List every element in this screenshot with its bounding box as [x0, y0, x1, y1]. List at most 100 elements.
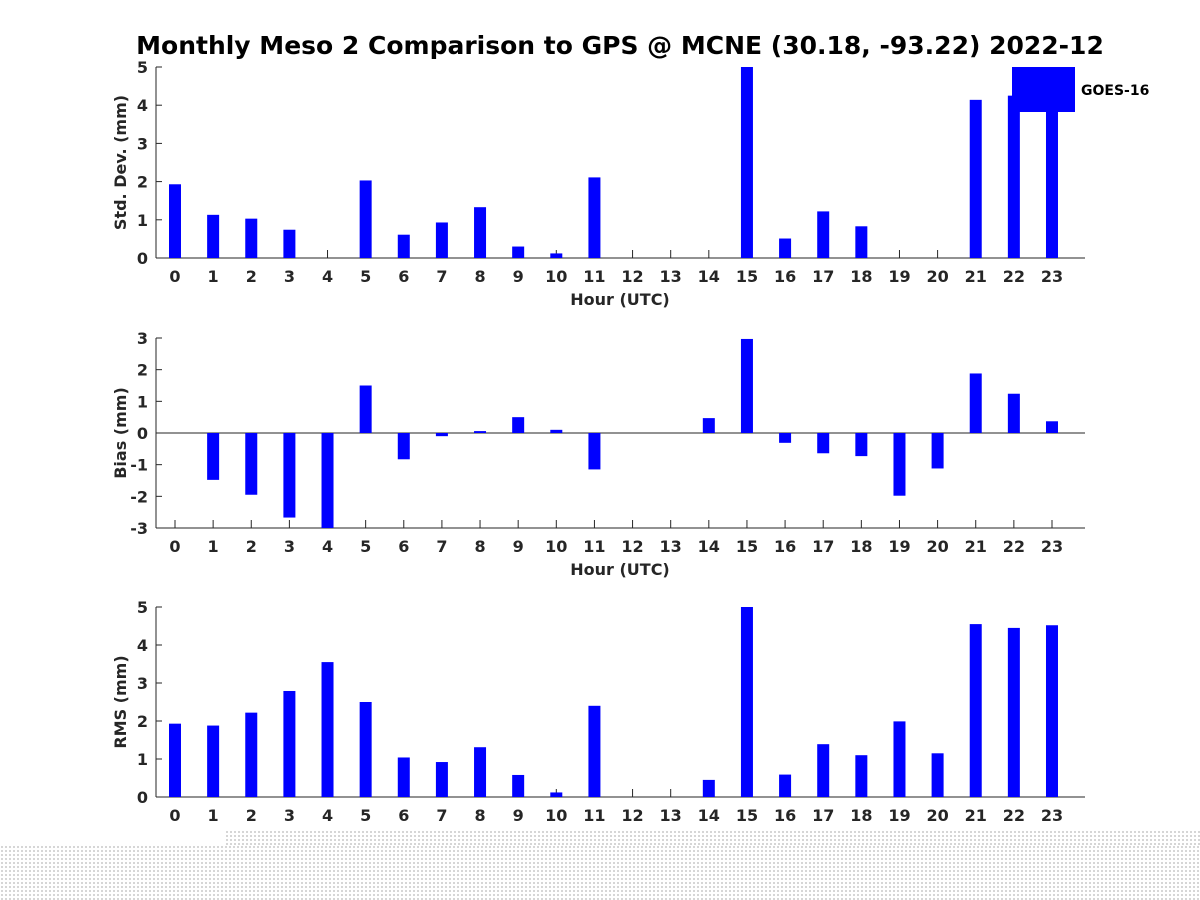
x-tick-label: 0 — [169, 267, 180, 286]
x-tick-label: 3 — [284, 806, 295, 825]
y-axis-label: Bias (mm) — [111, 387, 130, 479]
y-tick-label: 5 — [137, 58, 148, 77]
chart-title: Monthly Meso 2 Comparison to GPS @ MCNE … — [136, 31, 1104, 60]
x-tick-label: 7 — [436, 806, 447, 825]
y-tick-label: 3 — [137, 674, 148, 693]
y-tick-label: 0 — [137, 249, 148, 268]
bar-hour-4 — [321, 433, 334, 528]
x-tick-label: 13 — [660, 537, 682, 556]
legend: GOES-16 — [1012, 67, 1149, 112]
x-tick-label: 10 — [545, 267, 567, 286]
bar-hour-5 — [359, 385, 372, 433]
x-tick-label: 9 — [513, 806, 524, 825]
bar-hour-2 — [245, 712, 258, 797]
bar-hour-20 — [931, 753, 944, 797]
y-tick-label: 4 — [137, 96, 148, 115]
x-tick-label: 9 — [513, 537, 524, 556]
y-tick-label: 2 — [137, 173, 148, 192]
x-tick-label: 14 — [698, 806, 720, 825]
bar-hour-16 — [779, 238, 792, 258]
x-tick-label: 16 — [774, 267, 796, 286]
bar-hour-3 — [283, 229, 296, 258]
x-tick-label: 21 — [965, 537, 987, 556]
bar-hour-4 — [321, 662, 334, 797]
x-tick-label: 8 — [474, 537, 485, 556]
y-tick-label: 3 — [137, 134, 148, 153]
bar-hour-18 — [855, 755, 868, 797]
bar-hour-22 — [1007, 393, 1020, 433]
x-tick-label: 7 — [436, 267, 447, 286]
bar-hour-7 — [435, 762, 448, 797]
x-tick-label: 3 — [284, 537, 295, 556]
x-tick-label: 23 — [1041, 806, 1063, 825]
y-axis-label: RMS (mm) — [111, 655, 130, 748]
x-tick-label: 21 — [965, 806, 987, 825]
x-tick-label: 3 — [284, 267, 295, 286]
bar-hour-7 — [435, 433, 448, 437]
bar-hour-11 — [588, 705, 601, 797]
bar-hour-22 — [1007, 95, 1020, 259]
x-tick-label: 15 — [736, 537, 758, 556]
x-tick-label: 4 — [322, 806, 333, 825]
x-tick-label: 11 — [583, 806, 605, 825]
bar-hour-17 — [817, 433, 830, 454]
x-tick-label: 20 — [926, 806, 948, 825]
x-tick-label: 15 — [736, 806, 758, 825]
x-tick-label: 8 — [474, 267, 485, 286]
bar-hour-14 — [702, 779, 715, 797]
y-tick-label: 1 — [137, 392, 148, 411]
x-tick-label: 4 — [322, 537, 333, 556]
x-tick-label: 19 — [888, 806, 910, 825]
bar-hour-18 — [855, 433, 868, 457]
x-tick-label: 12 — [621, 806, 643, 825]
bar-hour-9 — [512, 246, 525, 258]
y-tick-label: 2 — [137, 361, 148, 380]
y-tick-label: 0 — [137, 788, 148, 807]
bar-hour-19 — [893, 433, 906, 496]
x-tick-label: 11 — [583, 267, 605, 286]
x-tick-label: 18 — [850, 806, 872, 825]
x-tick-label: 5 — [360, 267, 371, 286]
x-tick-label: 1 — [208, 537, 219, 556]
bar-hour-14 — [702, 418, 715, 433]
x-tick-label: 2 — [246, 537, 257, 556]
x-tick-label: 23 — [1041, 267, 1063, 286]
y-tick-label: 5 — [137, 598, 148, 617]
bar-hour-21 — [969, 373, 982, 433]
x-tick-label: 20 — [926, 267, 948, 286]
bar-hour-17 — [817, 744, 830, 797]
bar-hour-22 — [1007, 627, 1020, 797]
bar-hour-17 — [817, 211, 830, 258]
bar-hour-19 — [893, 721, 906, 797]
x-tick-label: 8 — [474, 806, 485, 825]
x-tick-label: 20 — [926, 537, 948, 556]
bar-hour-6 — [397, 234, 410, 258]
x-tick-label: 16 — [774, 537, 796, 556]
x-tick-label: 17 — [812, 267, 834, 286]
x-tick-label: 13 — [660, 806, 682, 825]
x-tick-label: 15 — [736, 267, 758, 286]
x-tick-label: 17 — [812, 806, 834, 825]
bar-hour-1 — [207, 433, 220, 480]
x-tick-label: 6 — [398, 806, 409, 825]
bar-hour-10 — [550, 792, 563, 797]
bar-hour-10 — [550, 253, 563, 258]
x-tick-label: 18 — [850, 267, 872, 286]
x-tick-label: 11 — [583, 537, 605, 556]
x-tick-label: 0 — [169, 537, 180, 556]
y-tick-label: 4 — [137, 636, 148, 655]
bar-hour-3 — [283, 690, 296, 797]
x-tick-label: 9 — [513, 267, 524, 286]
bar-hour-9 — [512, 417, 525, 433]
x-tick-label: 5 — [360, 806, 371, 825]
y-tick-label: 1 — [137, 211, 148, 230]
bar-hour-0 — [169, 184, 181, 258]
bar-hour-2 — [245, 433, 258, 495]
bar-hour-5 — [359, 702, 372, 797]
bar-hour-23 — [1045, 421, 1058, 433]
